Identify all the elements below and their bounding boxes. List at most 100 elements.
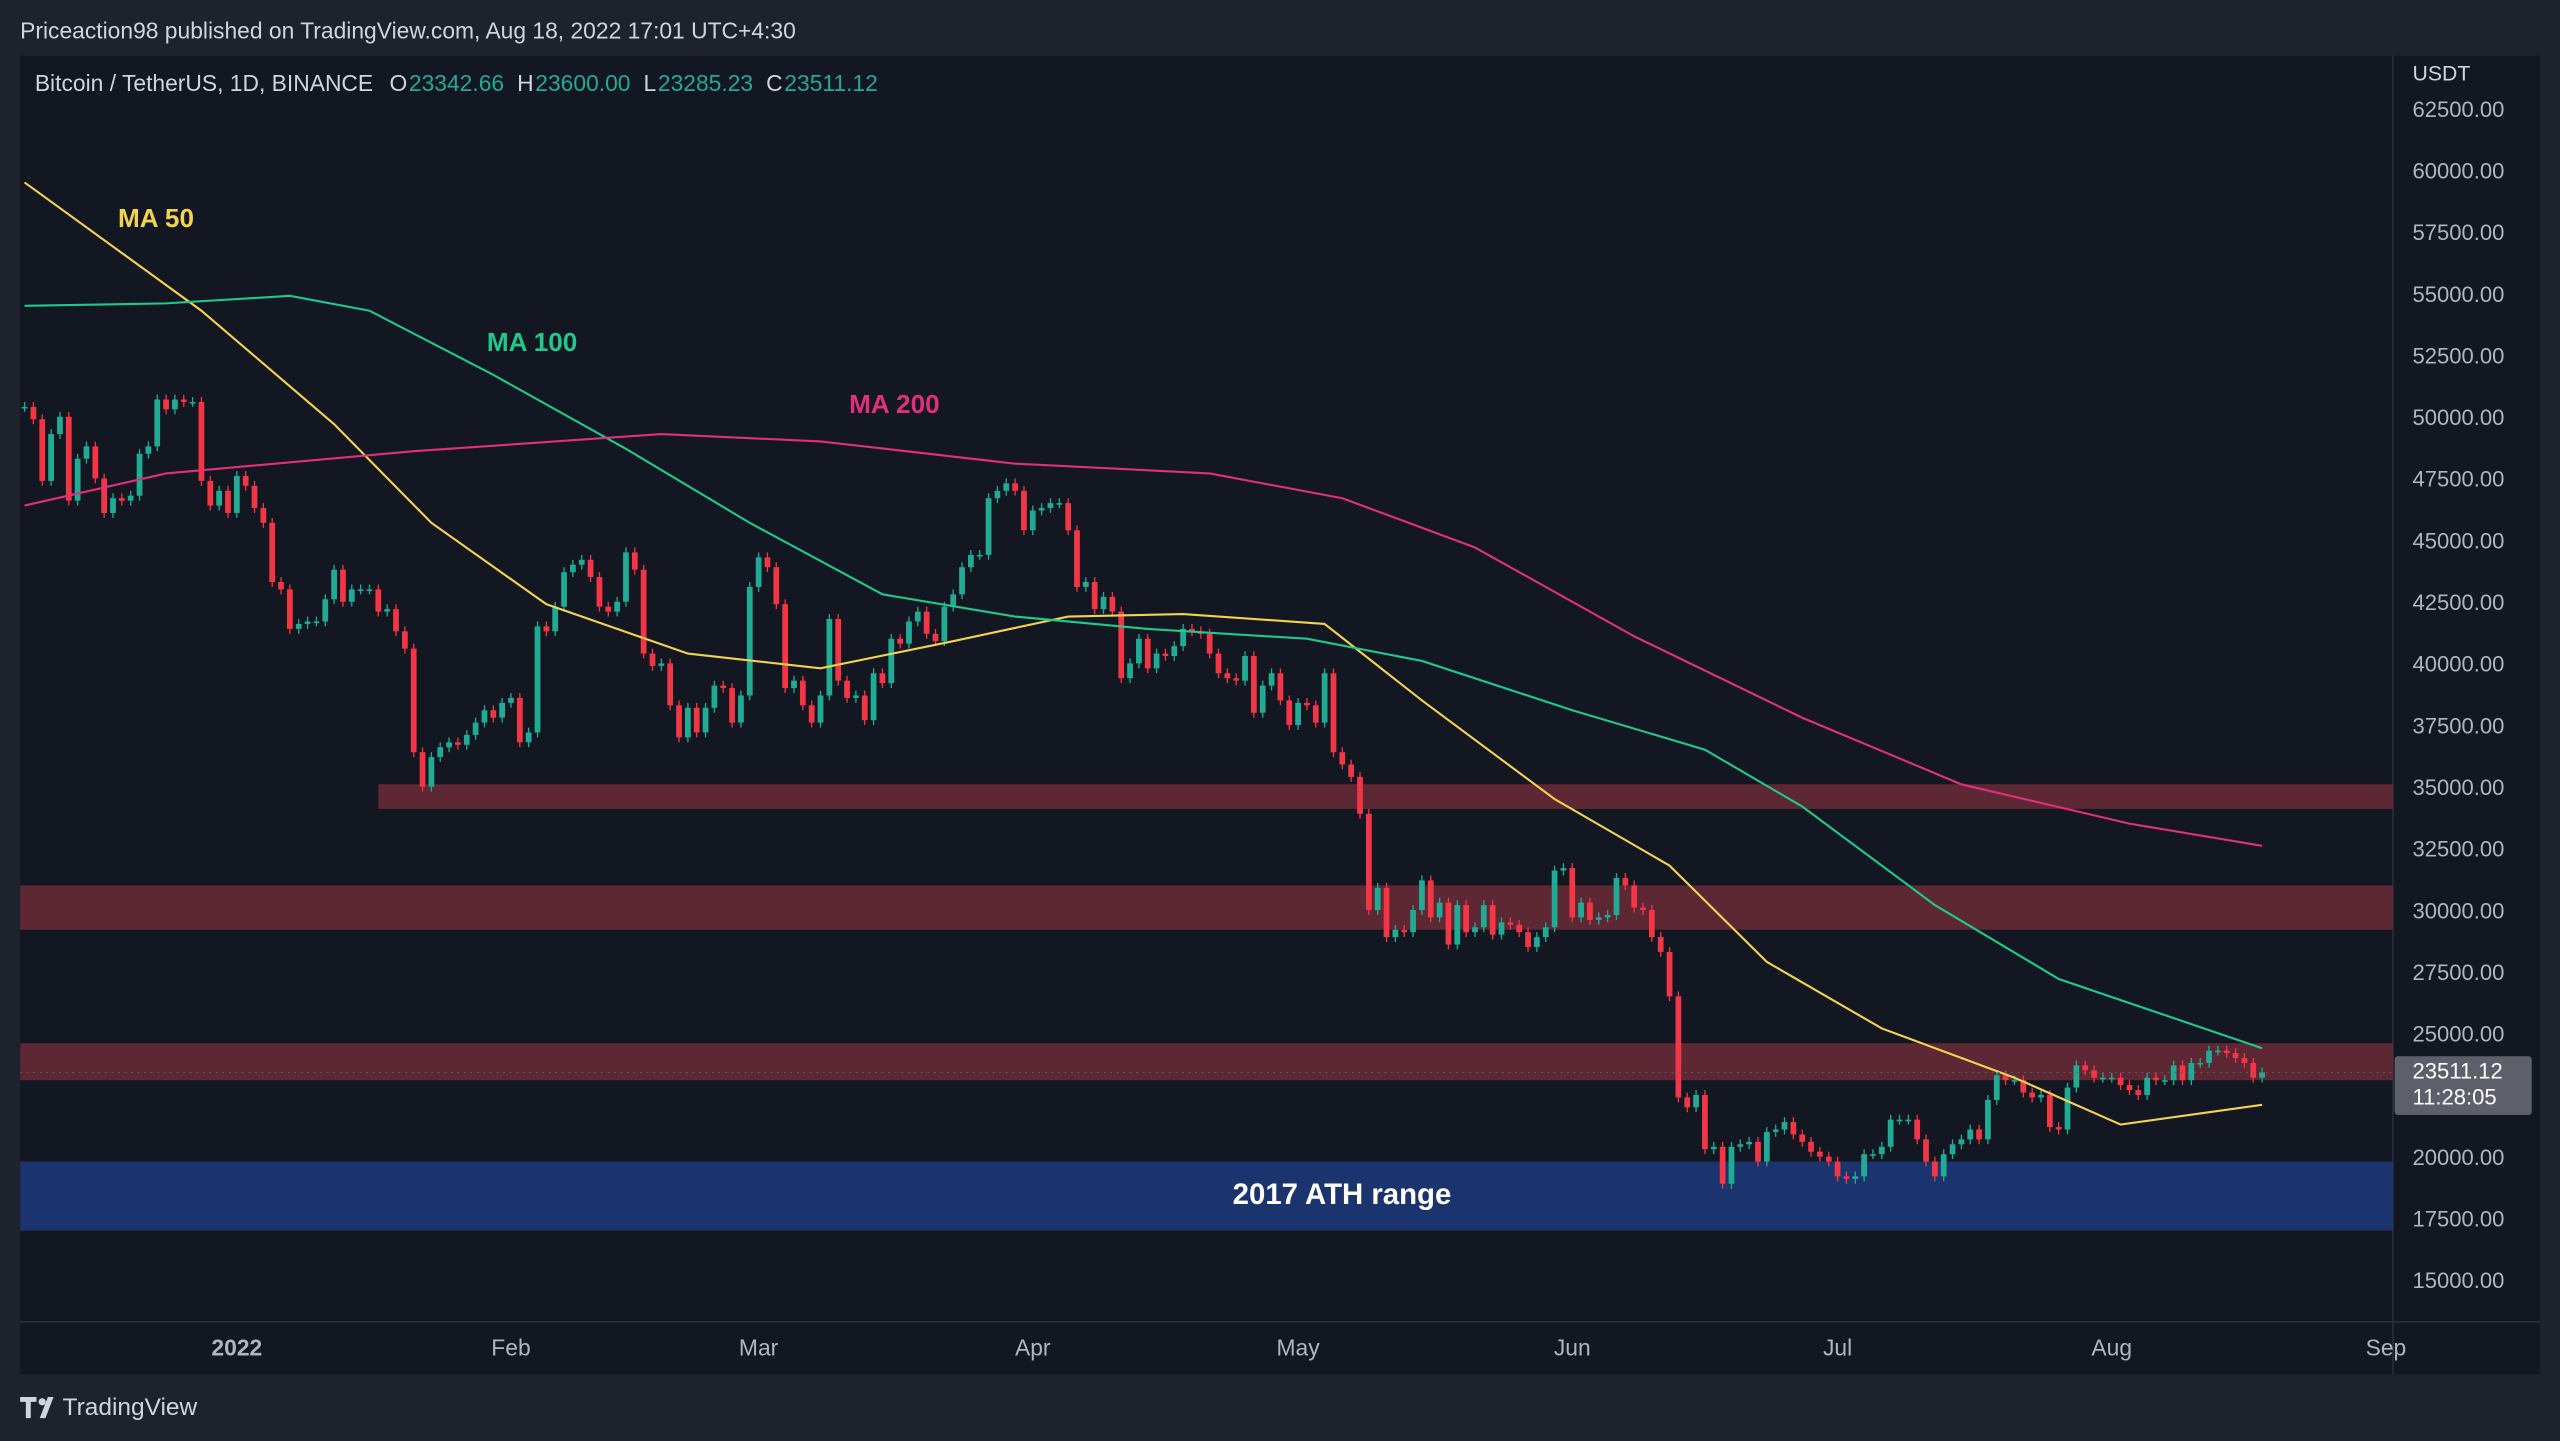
candle — [950, 594, 957, 607]
candle — [773, 567, 780, 605]
candle — [1339, 752, 1346, 765]
candle — [1604, 914, 1611, 918]
candle — [1967, 1129, 1974, 1140]
candle — [2241, 1057, 2248, 1063]
candle — [1427, 880, 1434, 918]
candle — [1127, 663, 1133, 679]
candle — [1419, 880, 1425, 911]
candle — [437, 747, 444, 758]
candle — [976, 554, 983, 557]
candle — [1357, 776, 1363, 814]
candle — [782, 604, 789, 689]
x-tick-label: May — [1277, 1335, 1321, 1361]
y-tick-label: 25000.00 — [2413, 1022, 2505, 1047]
ohlc-key: L — [644, 70, 657, 96]
time-axis — [20, 1321, 2540, 1375]
zone — [20, 1161, 2393, 1231]
candle — [711, 685, 718, 708]
y-tick-label: 55000.00 — [2413, 282, 2505, 307]
candle — [74, 458, 81, 501]
plot-area — [20, 55, 2393, 1322]
candle — [180, 399, 187, 402]
candle — [2011, 1080, 2018, 1082]
candle — [2002, 1075, 2009, 1081]
candle — [1640, 907, 1646, 911]
candle — [2259, 1072, 2265, 1078]
candle — [1569, 868, 1576, 918]
candle — [985, 498, 992, 555]
y-tick-label: 47500.00 — [2413, 467, 2505, 492]
candle — [472, 722, 479, 735]
candle — [693, 707, 700, 733]
ohlc-key: C — [766, 70, 783, 96]
candle — [853, 695, 859, 698]
candle — [127, 495, 134, 501]
candle — [1410, 910, 1416, 933]
candle — [39, 419, 46, 481]
candle — [287, 589, 293, 629]
candle — [83, 446, 90, 459]
candle — [65, 416, 72, 501]
candle — [428, 757, 435, 787]
candle — [1746, 1141, 1753, 1145]
candle — [419, 752, 426, 787]
candle — [2073, 1065, 2080, 1088]
candle — [2029, 1092, 2036, 1098]
candle — [1021, 490, 1027, 531]
candle — [1551, 870, 1558, 928]
symbol-title: Bitcoin / TetherUS, 1D, BINANCE — [35, 70, 373, 96]
candle — [57, 416, 63, 435]
candle — [808, 705, 815, 723]
candle — [384, 609, 391, 612]
candle — [1136, 638, 1142, 664]
candle — [649, 653, 656, 666]
candle — [1330, 673, 1337, 753]
candle — [1719, 1146, 1726, 1184]
candle — [172, 399, 178, 410]
candle — [1038, 508, 1045, 511]
candle — [1321, 673, 1328, 723]
candle — [826, 619, 833, 696]
candle — [1516, 924, 1523, 933]
candle — [861, 695, 868, 721]
candle — [897, 638, 903, 644]
candle — [331, 569, 337, 600]
candle — [1693, 1094, 1699, 1108]
candle — [490, 710, 497, 718]
candle — [313, 621, 320, 624]
x-tick-label: 2022 — [211, 1335, 262, 1361]
candle — [835, 619, 842, 681]
candle — [216, 490, 223, 506]
candle — [791, 680, 797, 689]
ma-line — [24, 433, 2263, 847]
brand-logo — [38, 1398, 46, 1406]
x-tick-label: Jul — [1823, 1335, 1852, 1361]
candle — [967, 554, 974, 568]
ma-line — [23, 181, 2263, 1126]
candle — [393, 609, 399, 632]
ohlc-key: H — [517, 70, 534, 96]
footer: TradingView — [20, 1394, 198, 1421]
candle — [1834, 1161, 1841, 1177]
candle — [304, 621, 311, 624]
candle — [1109, 596, 1116, 612]
candle — [640, 569, 647, 654]
candle — [2126, 1085, 2133, 1091]
y-tick-label: 57500.00 — [2413, 220, 2505, 245]
candle — [1189, 628, 1195, 632]
candle — [295, 623, 302, 629]
candle — [596, 577, 603, 607]
candle — [552, 606, 559, 632]
candle — [1825, 1156, 1832, 1162]
candle — [623, 552, 629, 602]
candle — [578, 559, 585, 565]
candle — [1392, 929, 1399, 938]
candle — [570, 564, 576, 573]
x-tick-label: Jun — [1554, 1335, 1591, 1361]
candle — [225, 490, 231, 513]
candle — [1401, 929, 1408, 933]
x-tick-label: Sep — [2366, 1335, 2407, 1361]
candle — [738, 695, 744, 723]
candle — [136, 453, 143, 496]
